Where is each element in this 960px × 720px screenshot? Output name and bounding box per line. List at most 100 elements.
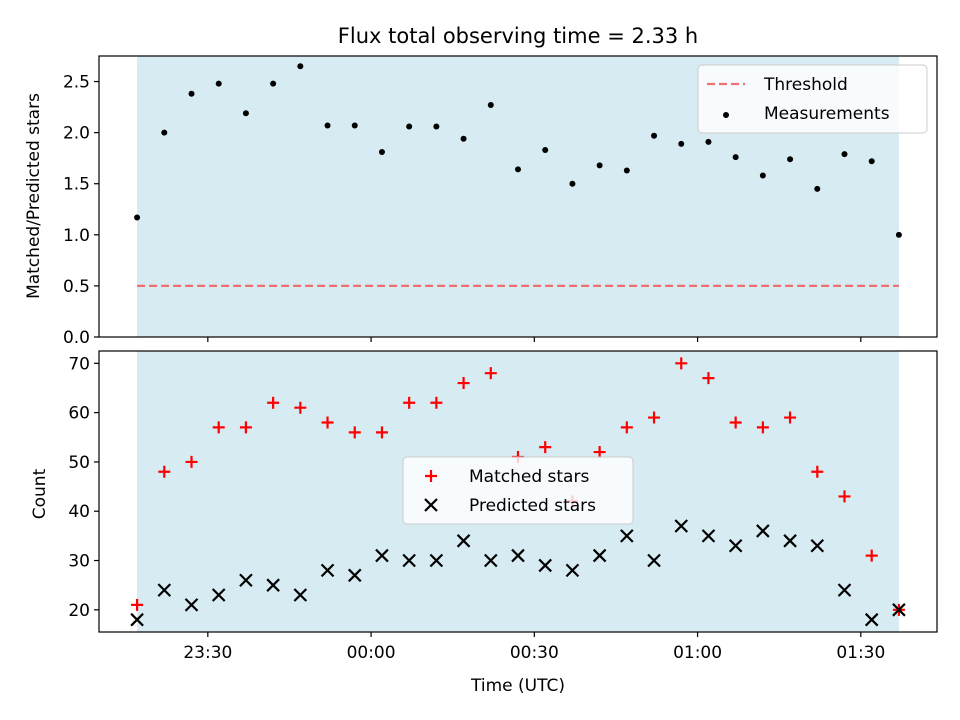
predicted-stars-point xyxy=(456,534,471,548)
measurements-point xyxy=(895,231,902,238)
predicted-stars-point xyxy=(647,553,661,568)
measurements-point xyxy=(651,132,658,139)
matched-stars-point xyxy=(294,401,307,414)
top-panel: 0.0 0.5 1.0 1.5 2.0 2.5 Threshold Measurements xyxy=(63,55,938,348)
measurements-point xyxy=(596,162,603,169)
top-legend-dot-swatch xyxy=(723,112,729,118)
bottom-x-tick-label: 00:00 xyxy=(347,643,396,663)
predicted-stars-point xyxy=(375,548,389,563)
matched-stars-point xyxy=(811,465,824,478)
predicted-stars-point xyxy=(239,573,253,588)
matched-stars-point xyxy=(348,426,361,439)
matched-stars-point xyxy=(212,421,225,434)
predicted-stars-point xyxy=(484,553,498,568)
predicted-stars-point xyxy=(783,534,797,548)
predicted-stars-point xyxy=(810,538,825,553)
measurements-point xyxy=(759,172,766,179)
bottom-y-tick-label: 40 xyxy=(68,502,90,522)
predicted-stars-point xyxy=(674,519,689,533)
bottom-y-tick-label: 20 xyxy=(68,601,90,621)
top-y-tick-label: 2.5 xyxy=(63,73,90,93)
predicted-stars-point xyxy=(429,553,444,568)
matched-stars-point xyxy=(267,396,280,409)
matched-stars-point xyxy=(865,549,878,562)
predicted-stars-point xyxy=(211,588,226,602)
predicted-stars-point xyxy=(293,588,308,602)
matched-stars-point xyxy=(484,367,497,380)
predicted-stars-point xyxy=(620,529,634,543)
bottom-legend-label: Matched stars xyxy=(469,467,589,487)
measurements-point xyxy=(406,123,413,130)
top-y-tick-label: 1.0 xyxy=(63,226,90,246)
predicted-stars-point xyxy=(266,578,280,592)
measurements-point xyxy=(460,135,467,142)
matched-stars-point xyxy=(457,377,470,390)
matched-stars-point xyxy=(729,416,742,429)
top-y-tick-label: 0.5 xyxy=(63,277,90,297)
measurements-point xyxy=(732,154,739,161)
bottom-y-axis-label: Count xyxy=(30,468,50,519)
predicted-stars-point xyxy=(320,563,335,578)
top-legend-label: Threshold xyxy=(763,75,848,95)
measurements-point xyxy=(705,138,712,145)
measurements-point xyxy=(215,80,222,87)
matched-stars-point xyxy=(702,372,715,385)
predicted-stars-point xyxy=(347,568,362,583)
matched-stars-point xyxy=(375,426,388,439)
top-legend-label: Measurements xyxy=(764,104,890,124)
bottom-panel: 20 30 40 50 60 70 23:30 00:00 00:30 01:00 01:30 Mat… xyxy=(68,350,938,663)
matched-stars-point xyxy=(321,416,334,429)
measurements-point xyxy=(433,123,440,130)
measurements-point xyxy=(623,167,630,174)
predicted-stars-point xyxy=(402,553,416,568)
top-legend-box xyxy=(697,64,928,134)
predicted-stars-point xyxy=(892,603,906,617)
top-y-tick-label: 2.0 xyxy=(63,124,90,144)
matched-stars-point xyxy=(430,396,443,409)
predicted-stars-point xyxy=(592,548,607,563)
measurements-point xyxy=(242,110,249,117)
matched-stars-point xyxy=(784,411,797,424)
top-y-tick-label: 1.5 xyxy=(63,175,90,195)
measurements-point xyxy=(324,122,331,129)
bottom-x-tick-label: 00:30 xyxy=(510,643,559,663)
matched-stars-point xyxy=(756,421,769,434)
predicted-stars-point xyxy=(756,524,770,538)
matched-stars-point xyxy=(131,598,144,611)
bottom-legend-cross-swatch xyxy=(424,498,438,512)
predicted-stars-point xyxy=(511,548,525,563)
top-axes-frame xyxy=(98,55,938,338)
bottom-y-tick-label: 70 xyxy=(68,354,90,374)
matched-stars-point xyxy=(403,396,416,409)
matched-stars-point xyxy=(185,455,198,468)
predicted-stars-point xyxy=(184,598,199,612)
predicted-stars-point xyxy=(701,529,716,543)
matched-stars-point xyxy=(675,357,688,370)
measurements-point xyxy=(868,158,875,165)
bottom-legend-box xyxy=(402,456,634,525)
bottom-legend-plus-swatch xyxy=(425,470,437,482)
bottom-y-tick-label: 30 xyxy=(68,552,90,572)
measurements-point xyxy=(787,156,794,163)
predicted-stars-point xyxy=(864,612,879,627)
predicted-stars-point xyxy=(130,612,144,627)
predicted-stars-point xyxy=(728,538,743,553)
bottom-axes-frame xyxy=(98,350,938,633)
measurements-point xyxy=(678,140,685,147)
measurements-point xyxy=(270,80,277,87)
matched-stars-point xyxy=(648,411,661,424)
bottom-x-tick-label: 23:30 xyxy=(183,643,232,663)
matched-stars-point xyxy=(593,446,606,459)
measurements-point xyxy=(161,129,168,136)
measurements-point xyxy=(297,63,304,70)
bottom-y-tick-label: 60 xyxy=(68,404,90,424)
measurements-point xyxy=(378,149,385,156)
measurements-point xyxy=(841,151,848,158)
predicted-stars-point xyxy=(837,583,852,597)
predicted-stars-point xyxy=(565,563,580,578)
measurements-point xyxy=(134,214,141,221)
predicted-stars-point xyxy=(538,558,552,573)
matched-stars-point xyxy=(838,490,851,503)
bottom-x-tick-label: 01:00 xyxy=(673,643,722,663)
